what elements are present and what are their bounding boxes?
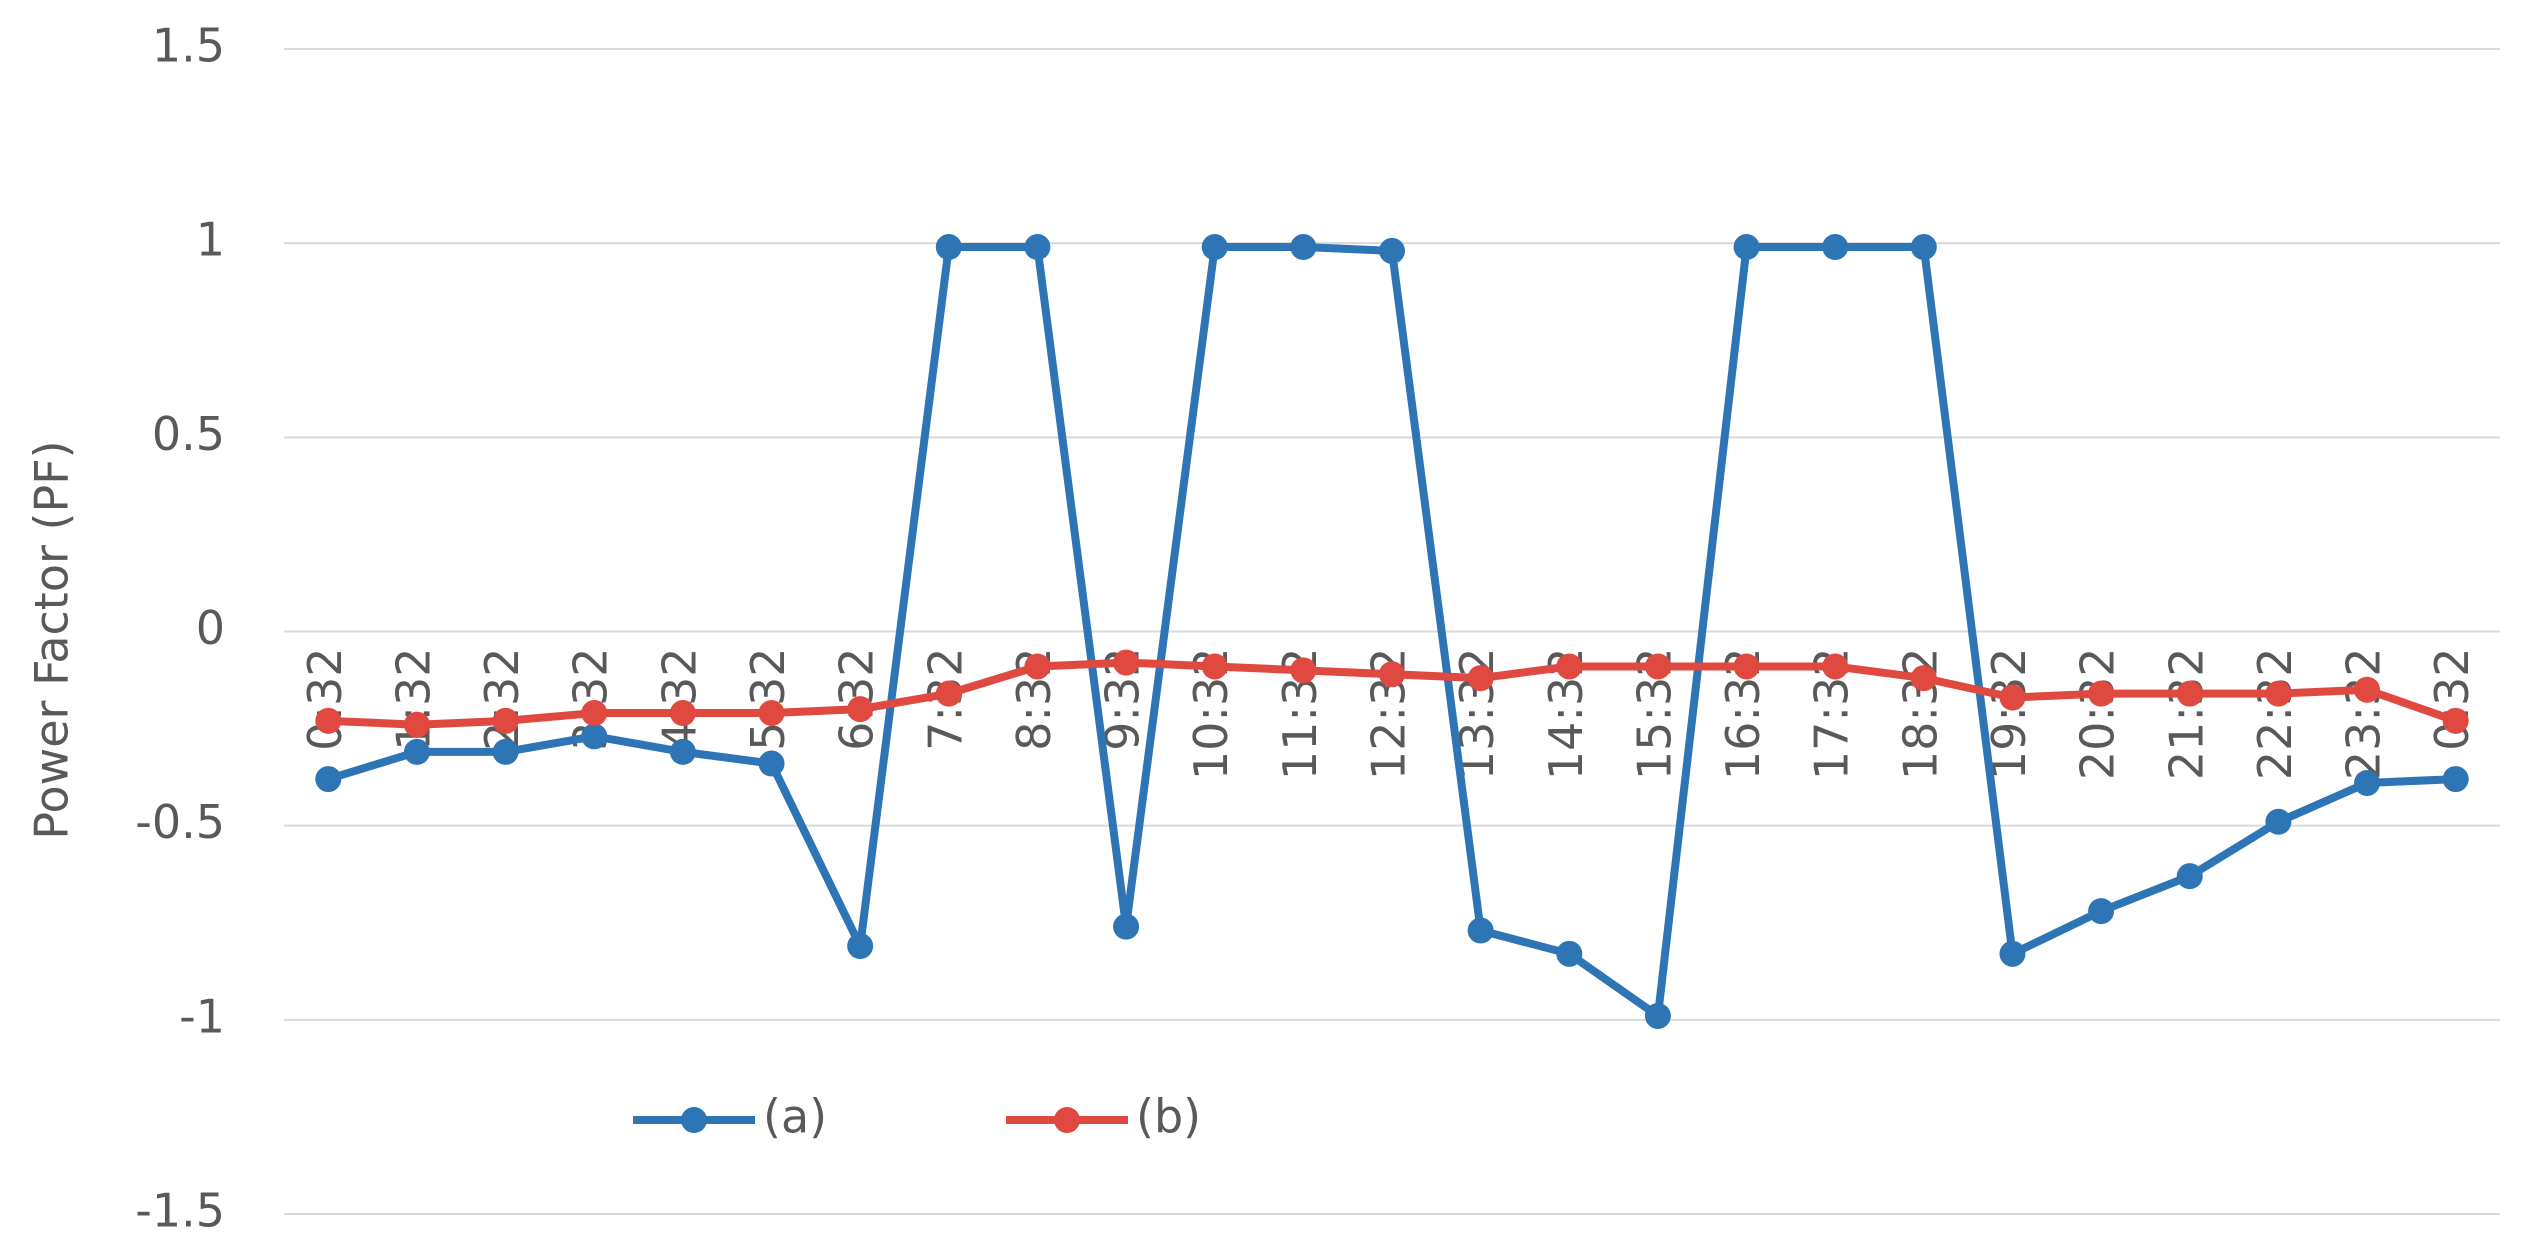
data-point xyxy=(1379,661,1405,688)
data-point xyxy=(492,707,519,734)
data-point xyxy=(2265,808,2292,835)
data-point xyxy=(758,750,785,777)
data-point xyxy=(1822,234,1849,261)
data-point xyxy=(2442,766,2469,793)
data-point xyxy=(1467,665,1494,692)
data-point xyxy=(1910,234,1937,261)
legend-label: (a) xyxy=(763,1090,827,1144)
y-tick-label: 0.5 xyxy=(152,407,225,461)
data-point xyxy=(847,696,874,723)
data-point xyxy=(2088,680,2115,707)
data-point xyxy=(1999,940,2026,967)
data-point xyxy=(1467,917,1494,944)
y-tick-label: 1.5 xyxy=(152,19,225,73)
x-tick-label: 20:32 xyxy=(2071,648,2125,781)
y-tick-label: -0.5 xyxy=(135,795,225,849)
legend-marker xyxy=(681,1107,707,1133)
data-point xyxy=(315,707,342,734)
y-tick-label: -1 xyxy=(179,989,225,1043)
legend-marker xyxy=(1054,1107,1080,1133)
data-point xyxy=(315,766,342,793)
data-point xyxy=(1910,665,1937,692)
data-point xyxy=(1024,234,1051,261)
data-point xyxy=(758,700,785,727)
data-point xyxy=(581,700,608,727)
data-point xyxy=(669,738,696,765)
data-point xyxy=(403,738,430,765)
legend-label: (b) xyxy=(1136,1090,1201,1144)
data-point xyxy=(1644,653,1671,680)
data-point xyxy=(2176,863,2203,890)
data-point xyxy=(2265,680,2292,707)
data-point xyxy=(2176,680,2203,707)
data-point xyxy=(1201,234,1228,261)
data-point xyxy=(1556,653,1583,680)
data-point xyxy=(1290,234,1317,261)
x-tick-label: 2:32 xyxy=(475,648,529,751)
data-point xyxy=(1733,653,1760,680)
data-point xyxy=(581,723,608,750)
y-tick-label: -1.5 xyxy=(135,1184,225,1238)
data-point xyxy=(2442,707,2469,734)
data-point xyxy=(847,933,874,960)
data-point xyxy=(669,700,696,727)
x-tick-label: 23:32 xyxy=(2337,648,2391,781)
data-point xyxy=(1999,684,2026,711)
x-tick-label: 22:32 xyxy=(2248,648,2302,781)
data-point xyxy=(403,711,430,738)
data-point xyxy=(492,738,519,765)
x-tick-label: 4:32 xyxy=(652,648,706,751)
data-point xyxy=(1290,657,1317,684)
data-point xyxy=(935,234,962,261)
data-point xyxy=(1379,237,1405,264)
x-tick-label: 0:32 xyxy=(298,648,352,751)
x-tick-label: 0:32 xyxy=(2425,648,2479,751)
data-point xyxy=(1024,653,1051,680)
data-point xyxy=(1201,653,1228,680)
data-point xyxy=(935,680,962,707)
y-tick-label: 0 xyxy=(196,601,225,655)
data-point xyxy=(1644,1002,1671,1029)
data-point xyxy=(1556,940,1583,967)
y-tick-label: 1 xyxy=(196,213,225,267)
data-point xyxy=(1113,649,1140,676)
data-point xyxy=(1113,913,1140,940)
data-point xyxy=(2354,676,2381,703)
y-axis-title: Power Factor (PF) xyxy=(25,440,79,839)
x-tick-label: 21:32 xyxy=(2159,648,2213,781)
data-point xyxy=(1822,653,1849,680)
data-point xyxy=(1733,234,1760,261)
data-point xyxy=(2354,769,2381,796)
data-point xyxy=(2088,898,2115,925)
x-tick-label: 5:32 xyxy=(741,648,795,751)
